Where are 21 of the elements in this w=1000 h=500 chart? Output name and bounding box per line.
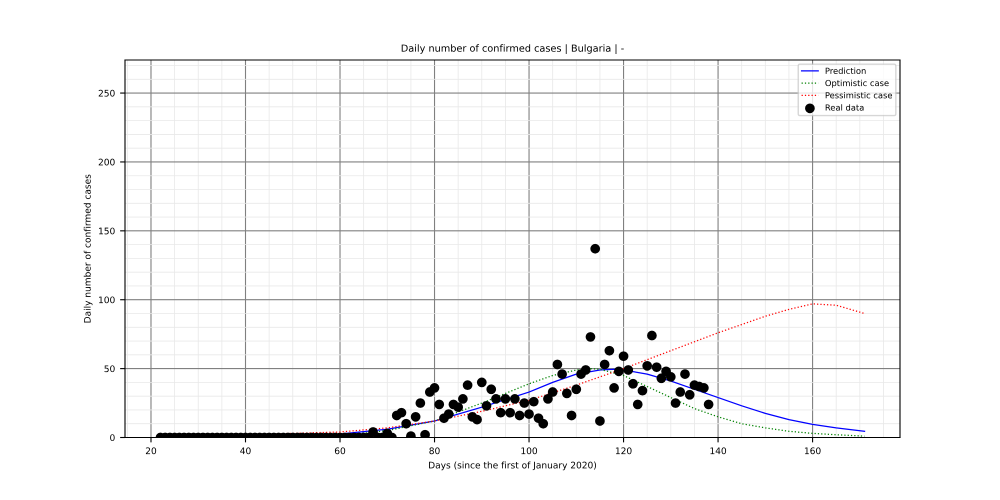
y-tick-label: 150 bbox=[99, 228, 115, 234]
x-axis-title: Days (since the first of January 2020) bbox=[429, 462, 596, 470]
x-tick-label: 120 bbox=[616, 447, 632, 454]
x-tick-label: 40 bbox=[240, 447, 251, 454]
y-tick-label: 250 bbox=[98, 90, 115, 97]
x-tick-label: 80 bbox=[429, 447, 440, 454]
x-tick-label: 60 bbox=[334, 447, 346, 454]
y-tick-label: 100 bbox=[99, 296, 115, 304]
legend-label: Prediction bbox=[826, 68, 866, 74]
x-tick-label: 20 bbox=[146, 447, 156, 454]
y-tick-label: 0 bbox=[110, 434, 115, 442]
y-tick-label: 50 bbox=[104, 365, 115, 372]
legend-label: Pessimistic case bbox=[826, 92, 892, 98]
legend-label: Real data bbox=[826, 104, 864, 111]
x-tick-label: 160 bbox=[804, 447, 821, 454]
chart-title: Daily number of confirmed cases | Bulgaria | - bbox=[402, 44, 624, 54]
x-tick-label: 140 bbox=[710, 447, 726, 454]
x-tick-label: 100 bbox=[521, 447, 538, 454]
y-tick-label: 200 bbox=[98, 158, 115, 166]
y-axis-title: Daily number of confirmed cases bbox=[84, 174, 92, 322]
legend-label: Optimistic case bbox=[825, 80, 889, 88]
